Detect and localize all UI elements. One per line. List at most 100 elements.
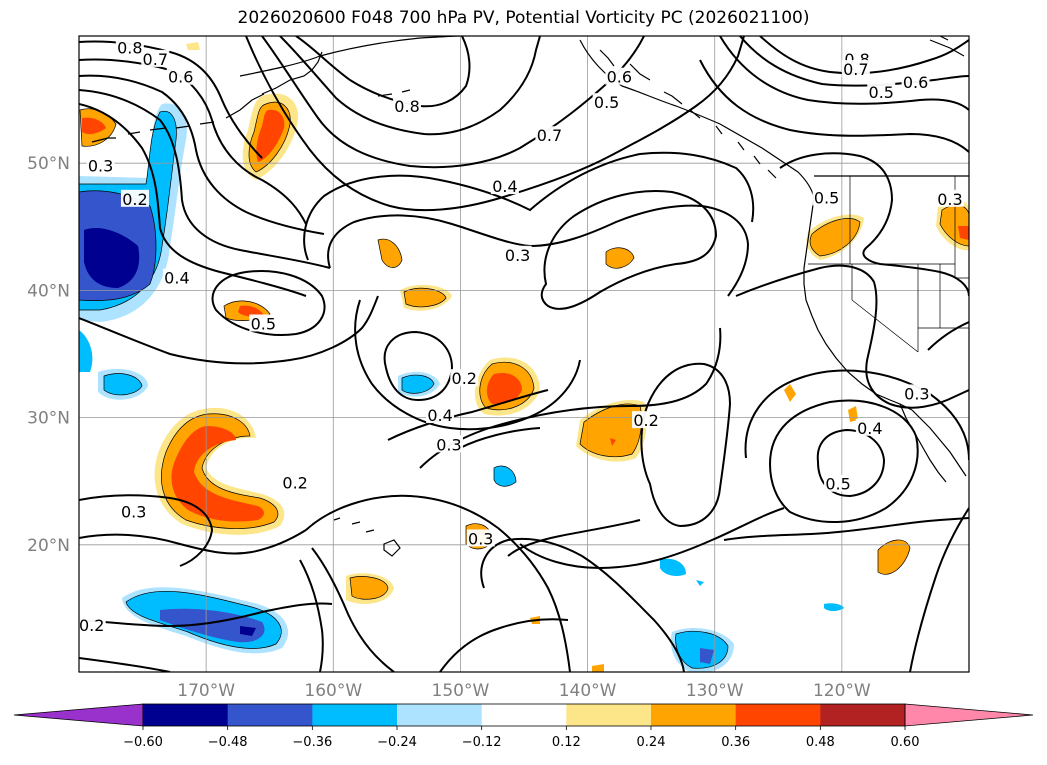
contour-value-label: 0.2 xyxy=(450,369,479,388)
pv-negative-area xyxy=(401,374,435,394)
contour-value-label: 0.5 xyxy=(812,188,841,208)
pv-contour xyxy=(927,321,969,351)
panhandle-coast xyxy=(579,39,815,199)
pv-very-strong-negative-area xyxy=(240,626,256,636)
contour-value-text: 0.3 xyxy=(436,435,461,454)
contour-value-label: 0.4 xyxy=(426,406,455,425)
colorbar-tick-label: 0.12 xyxy=(552,735,581,750)
contour-value-label: 0.6 xyxy=(901,72,930,92)
pv-contour xyxy=(354,299,581,431)
us-west-coast xyxy=(803,197,913,411)
contour-value-text: 0.5 xyxy=(251,314,276,333)
map-title: 2026020600 F048 700 hPa PV, Potential Vo… xyxy=(237,8,810,28)
pv-negative-area xyxy=(660,558,686,576)
longitude-label: 140°W xyxy=(559,681,617,701)
colorbar-segment xyxy=(651,704,737,726)
pv-positive-area xyxy=(784,384,796,402)
pv-strong-positive-area xyxy=(610,438,616,446)
contour-value-label: 0.5 xyxy=(824,474,853,494)
contour-value-text: 0.3 xyxy=(121,503,146,522)
pv-positive-area xyxy=(377,238,403,268)
graticule xyxy=(79,36,969,672)
contour-value-label: 0.2 xyxy=(77,615,106,635)
pv-contour xyxy=(480,538,685,672)
pv-contour xyxy=(79,89,331,269)
contour-value-label: 0.2 xyxy=(281,473,310,492)
contour-value-label: 0.7 xyxy=(141,50,170,69)
pv-contour xyxy=(459,427,541,449)
pv-contour xyxy=(211,270,326,336)
pv-negative-area xyxy=(79,330,93,372)
pv-strong-positive-area xyxy=(958,226,969,240)
pv-contour xyxy=(816,428,886,498)
contour-value-text: 0.4 xyxy=(427,406,452,425)
longitude-label: 160°W xyxy=(304,681,362,701)
colorbar-frame xyxy=(142,703,906,727)
pv-contour xyxy=(327,204,750,297)
pv-negative-area xyxy=(824,603,844,611)
contour-value-text: 0.8 xyxy=(394,97,419,116)
latitude-label: 20°N xyxy=(27,536,70,556)
pv-strong-positive-area xyxy=(82,117,106,135)
pv-positive-area xyxy=(186,42,200,50)
contour-value-text: 0.3 xyxy=(937,190,962,209)
pv-contour xyxy=(245,36,745,212)
alaska-coast xyxy=(239,36,461,77)
contour-value-label: 0.2 xyxy=(120,189,149,209)
contour-value-label: 0.7 xyxy=(535,126,564,145)
contour-value-text: 0.5 xyxy=(814,189,839,208)
pv-positive-area xyxy=(877,539,911,575)
pv-contour xyxy=(79,74,325,235)
colorbar-tick-label: 0.60 xyxy=(891,735,920,750)
contour-value-label: 0.5 xyxy=(592,93,621,112)
pv-contour xyxy=(507,519,641,557)
coastlines xyxy=(91,36,969,557)
pv-contour xyxy=(439,618,569,672)
contour-value-label: 0.4 xyxy=(855,418,884,438)
pv-negative-area xyxy=(103,373,143,396)
contour-value-text: 0.6 xyxy=(903,73,928,92)
pv-positive-area xyxy=(605,247,635,269)
contour-value-text: 0.6 xyxy=(168,68,193,87)
contour-value-label: 0.6 xyxy=(605,67,634,87)
bristol-bay-coast xyxy=(261,51,323,95)
contour-label-layer: 0.80.70.60.80.70.60.50.80.70.50.60.30.20… xyxy=(77,38,964,635)
pv-positive-area xyxy=(939,204,969,247)
contour-value-text: 0.3 xyxy=(904,384,929,403)
contour-value-label: 0.8 xyxy=(393,96,422,116)
hawaii-islands xyxy=(333,517,401,557)
contour-value-label: 0.3 xyxy=(503,245,532,265)
colorbar-segment xyxy=(566,704,652,726)
latitude-label: 50°N xyxy=(27,154,70,174)
contour-value-label: 0.3 xyxy=(86,156,115,176)
pv-shading-layer xyxy=(79,42,969,672)
pv-contour xyxy=(519,507,785,570)
pv-contour xyxy=(387,389,549,441)
colorbar-under-arrow xyxy=(13,703,144,727)
contour-value-text: 0.5 xyxy=(594,93,619,112)
colorbar-segment xyxy=(820,704,906,726)
pv-strong-positive-area xyxy=(238,305,264,317)
longitude-labels: 170°W 160°W 150°W 140°W 130°W 120°W xyxy=(177,681,871,701)
contour-value-text: 0.4 xyxy=(492,177,517,196)
pv-contour xyxy=(719,36,969,111)
contour-value-text: 0.7 xyxy=(843,60,868,79)
pv-contour xyxy=(419,327,722,469)
pv-contour xyxy=(79,103,307,297)
contour-value-text: 0.7 xyxy=(537,126,562,145)
gulf-of-alaska-islands xyxy=(377,89,411,97)
contour-value-label: 0.3 xyxy=(902,384,931,403)
pv-contour xyxy=(909,507,969,672)
contour-value-label: 0.3 xyxy=(434,435,463,454)
pv-negative-area xyxy=(696,580,704,586)
pv-contour-lines xyxy=(79,36,969,672)
mexico-mainland-coast xyxy=(911,409,967,477)
pv-contour xyxy=(383,330,454,402)
colorbar-tick-label: −0.48 xyxy=(208,735,248,750)
contour-value-text: 0.5 xyxy=(869,83,894,102)
colorbar-tick-label: 0.24 xyxy=(637,735,666,750)
contour-value-label: 0.7 xyxy=(841,60,870,79)
pv-strong-positive-area xyxy=(171,426,264,522)
contour-value-text: 0.3 xyxy=(468,529,493,548)
